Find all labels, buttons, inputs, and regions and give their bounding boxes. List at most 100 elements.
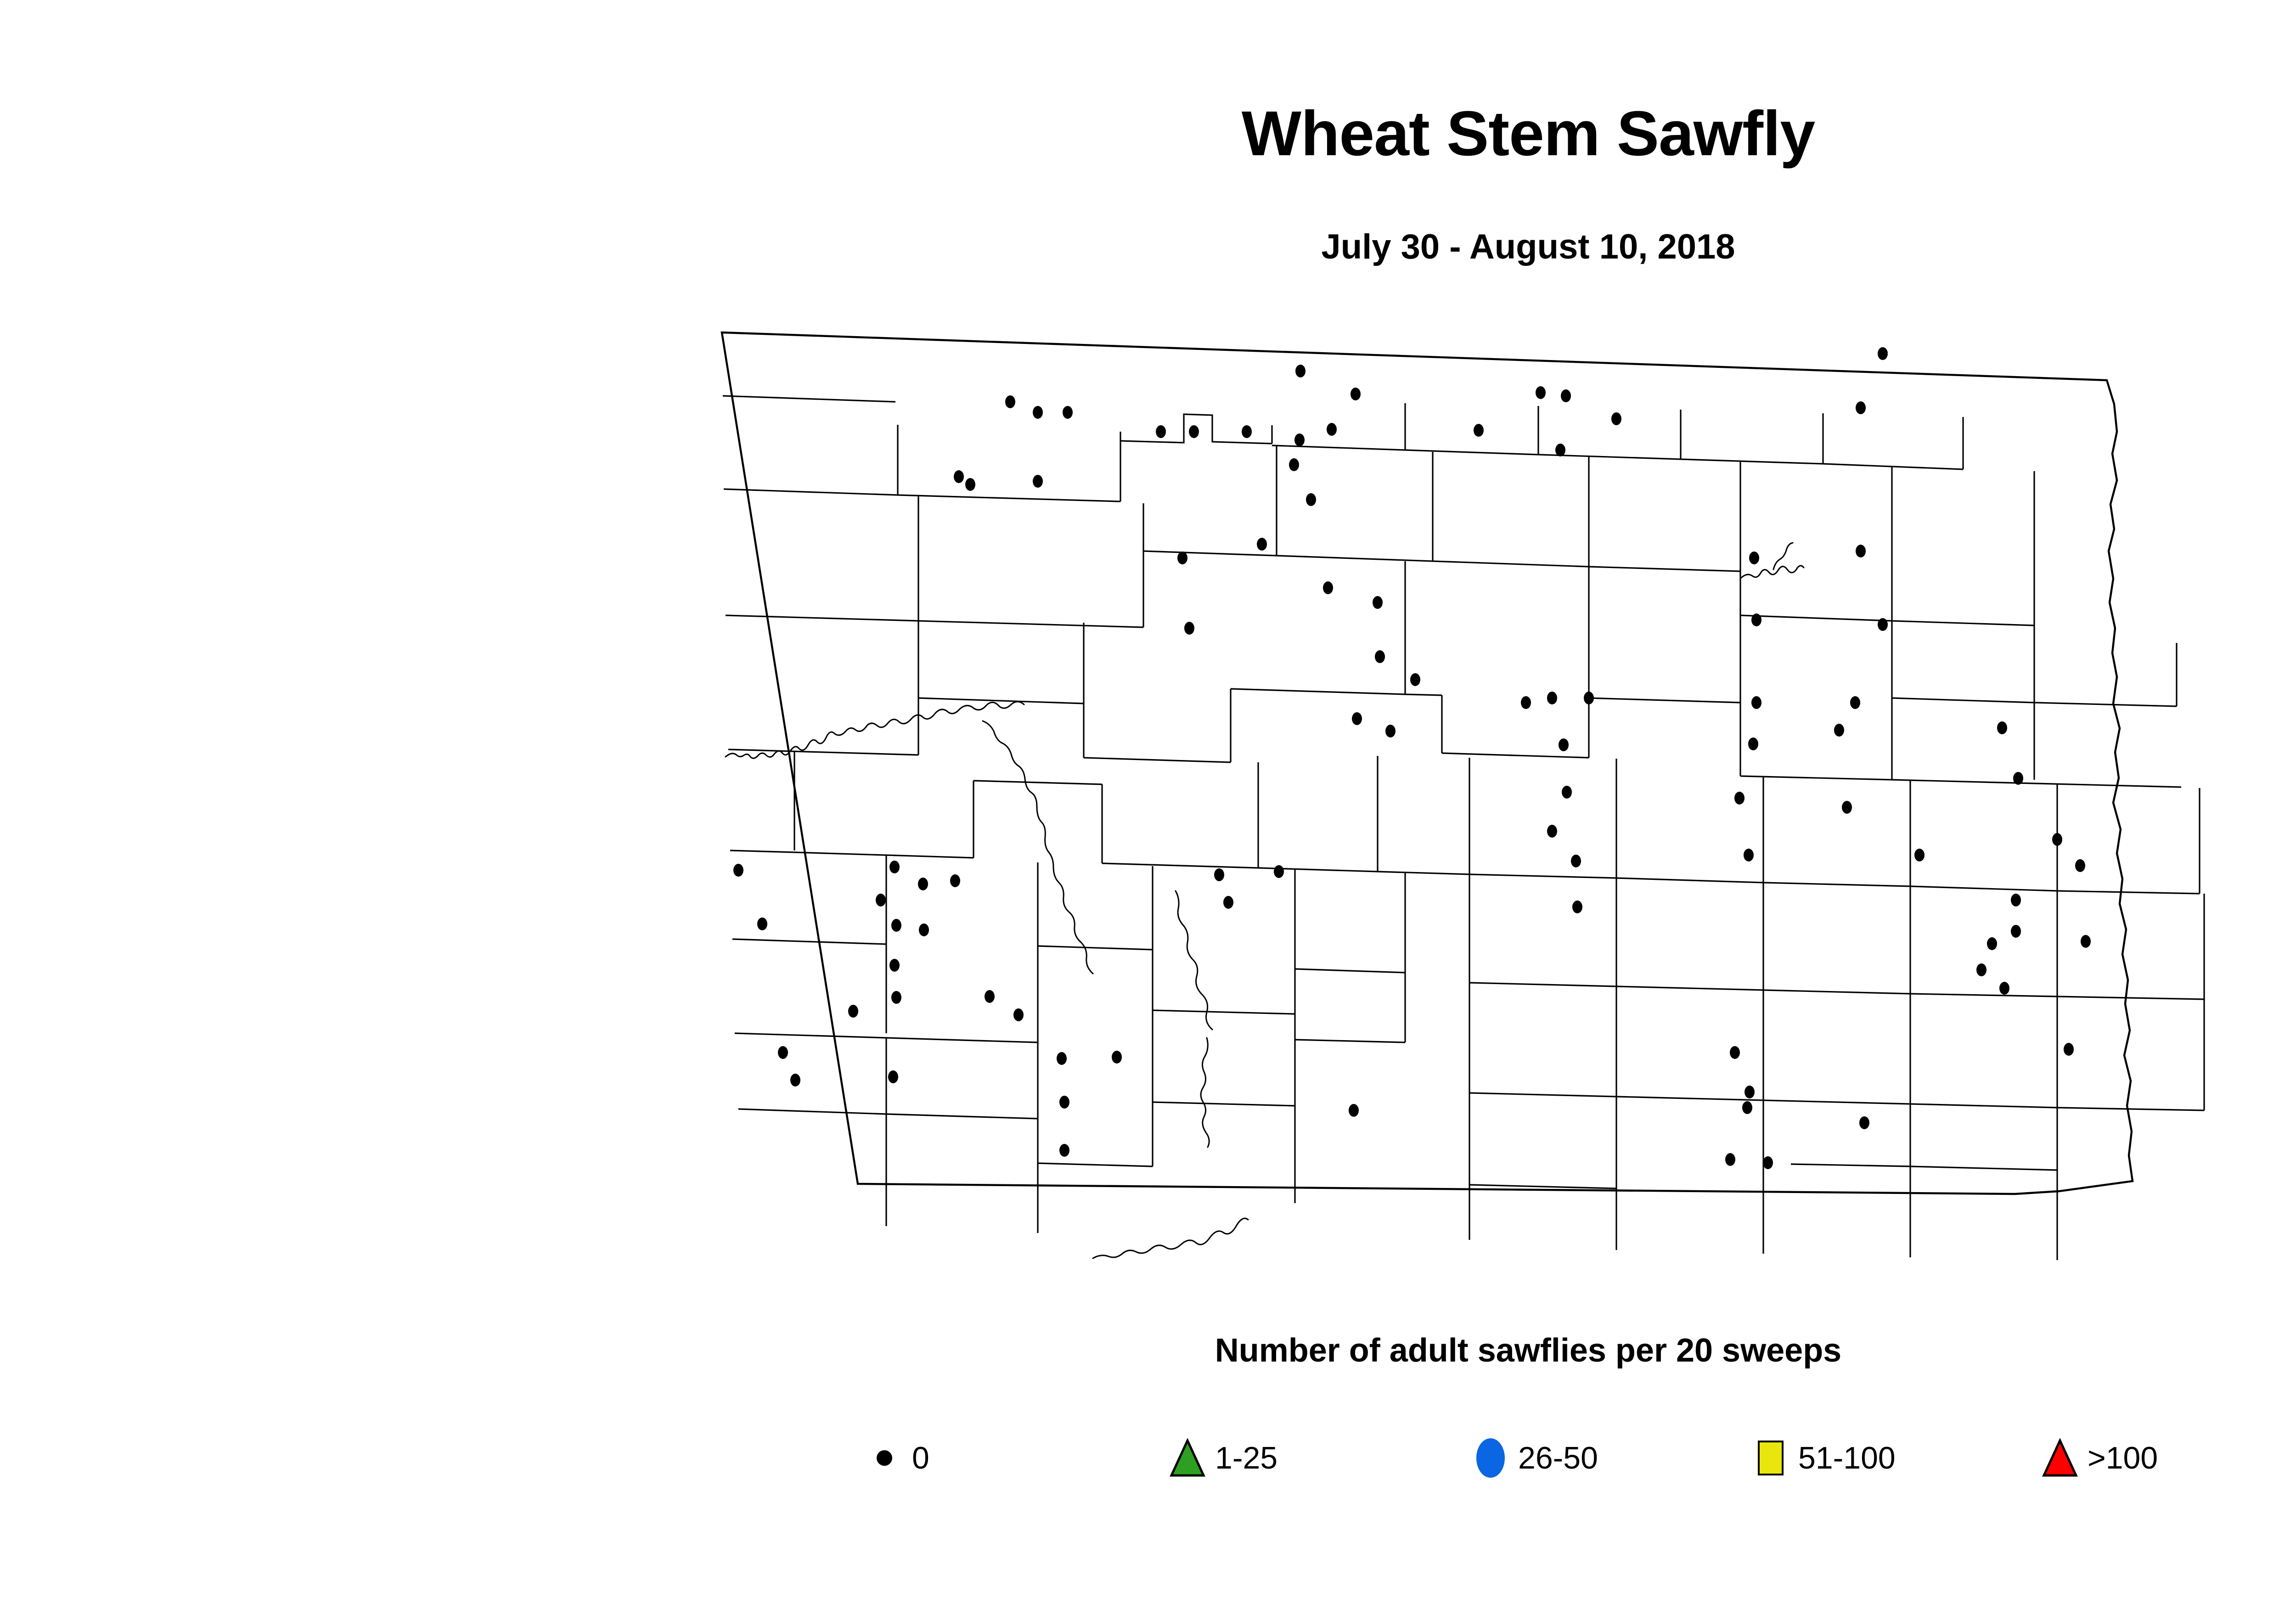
survey-site-dot — [1730, 1046, 1740, 1059]
legend-caption: Number of adult sawflies per 20 sweeps — [1215, 1332, 1842, 1369]
survey-site-dot — [891, 991, 901, 1004]
survey-site-dot — [1611, 412, 1621, 425]
triangle-icon — [2042, 1438, 2078, 1477]
survey-site-dot — [1763, 1156, 1773, 1169]
survey-site-dot — [1156, 425, 1166, 438]
circle-icon — [1476, 1438, 1505, 1478]
survey-site-dot — [1562, 786, 1572, 799]
survey-site-dot — [1289, 458, 1299, 471]
survey-site-dot — [1987, 937, 1997, 950]
survey-site-dot — [1063, 406, 1073, 419]
legend-swatch-dot — [863, 1428, 906, 1488]
survey-site-dot — [733, 864, 743, 877]
survey-site-dot — [2052, 833, 2062, 846]
survey-site-dot — [1323, 581, 1333, 594]
legend-item-label: >100 — [2088, 1441, 2158, 1475]
legend-item-1-25: 1-25 — [1166, 1428, 1277, 1488]
survey-site-dot — [985, 990, 995, 1003]
survey-site-dot — [1385, 725, 1396, 737]
survey-site-dot — [1521, 696, 1531, 709]
survey-site-dot — [1373, 596, 1383, 609]
survey-site-dot — [965, 478, 975, 491]
page-subtitle: July 30 - August 10, 2018 — [1321, 227, 1735, 266]
survey-site-dot — [1734, 792, 1745, 805]
survey-site-dot — [1725, 1153, 1735, 1166]
survey-site-dot — [950, 874, 960, 887]
survey-site-dot — [889, 861, 900, 873]
survey-site-dot — [2011, 894, 2021, 906]
survey-site-dot — [1850, 696, 1860, 709]
survey-site-dot — [1751, 614, 1761, 626]
survey-site-dot — [2013, 772, 2023, 785]
survey-site-dot — [1749, 552, 1759, 564]
legend-item-label: 1-25 — [1215, 1441, 1278, 1475]
survey-site-dot — [1742, 1101, 1752, 1114]
survey-site-dot — [1559, 738, 1569, 751]
legend-item-26-50: 26-50 — [1469, 1428, 1598, 1488]
state-outline — [720, 331, 2134, 1195]
survey-site-dot — [790, 1074, 800, 1086]
square-icon — [1758, 1441, 1784, 1475]
survey-site-dot — [888, 1070, 898, 1083]
survey-site-dot — [1013, 1008, 1024, 1021]
survey-site-dot — [1999, 982, 2009, 995]
survey-site-dot — [1351, 388, 1361, 400]
legend-item-0: 0 — [863, 1428, 929, 1488]
legend-item-label: 26-50 — [1518, 1441, 1598, 1475]
dot-icon — [877, 1450, 892, 1466]
survey-site-dot — [1536, 386, 1546, 399]
survey-site-dot — [1257, 538, 1267, 551]
survey-site-dot — [2075, 859, 2085, 872]
survey-site-dot — [1223, 896, 1233, 909]
survey-site-dot — [1184, 622, 1194, 635]
survey-site-dot — [1189, 425, 1199, 438]
survey-site-dot — [954, 470, 964, 483]
survey-site-dot — [1005, 395, 1015, 408]
survey-site-dot — [1410, 673, 1420, 686]
survey-site-dot — [1997, 721, 2007, 734]
survey-site-dot — [1057, 1052, 1067, 1065]
survey-site-dot — [848, 1005, 858, 1018]
survey-site-dot — [1914, 849, 1925, 861]
triangle-icon — [1170, 1438, 1205, 1477]
survey-site-dot — [891, 919, 901, 932]
survey-site-dot — [1295, 365, 1306, 377]
survey-site-dot — [1059, 1096, 1069, 1109]
survey-site-dot — [1571, 855, 1581, 867]
survey-site-dot — [889, 959, 900, 972]
survey-site-dot — [919, 923, 929, 936]
survey-site-dot — [778, 1046, 788, 1059]
legend-swatch-square — [1750, 1428, 1792, 1488]
survey-site-dot — [1547, 825, 1557, 838]
survey-site-dot — [1274, 865, 1284, 878]
survey-site-dot — [1294, 433, 1305, 446]
legend-item-label: 51-100 — [1798, 1441, 1896, 1475]
survey-site-dots — [733, 347, 2091, 1169]
survey-site-dot — [1748, 737, 1758, 750]
devils-lake — [1739, 542, 1805, 580]
survey-site-dot — [1033, 406, 1043, 419]
survey-site-dot — [1976, 963, 1986, 976]
survey-site-dot — [1842, 801, 1852, 814]
survey-site-dot — [757, 918, 767, 930]
survey-site-dot — [1878, 618, 1888, 631]
survey-site-dot — [918, 878, 928, 890]
survey-site-dot — [1349, 1104, 1359, 1117]
survey-site-dot — [1584, 692, 1594, 704]
missouri-river — [725, 701, 1249, 1259]
survey-site-dot — [2064, 1043, 2074, 1056]
north-dakota-county-map — [689, 294, 2296, 1295]
survey-site-dot — [1375, 650, 1385, 663]
legend-swatch-triangle — [2039, 1428, 2081, 1488]
survey-site-dot — [1214, 868, 1224, 881]
survey-site-dot — [1352, 712, 1362, 725]
legend-swatch-circle — [1469, 1428, 1512, 1488]
survey-site-dot — [1555, 444, 1565, 456]
survey-site-dot — [1744, 849, 1754, 861]
survey-site-dot — [1112, 1051, 1122, 1064]
county-boundaries — [722, 395, 2205, 1260]
survey-site-dot — [1572, 901, 1582, 913]
legend-item-51-100: 51-100 — [1750, 1428, 1896, 1488]
survey-site-dot — [2011, 925, 2021, 938]
